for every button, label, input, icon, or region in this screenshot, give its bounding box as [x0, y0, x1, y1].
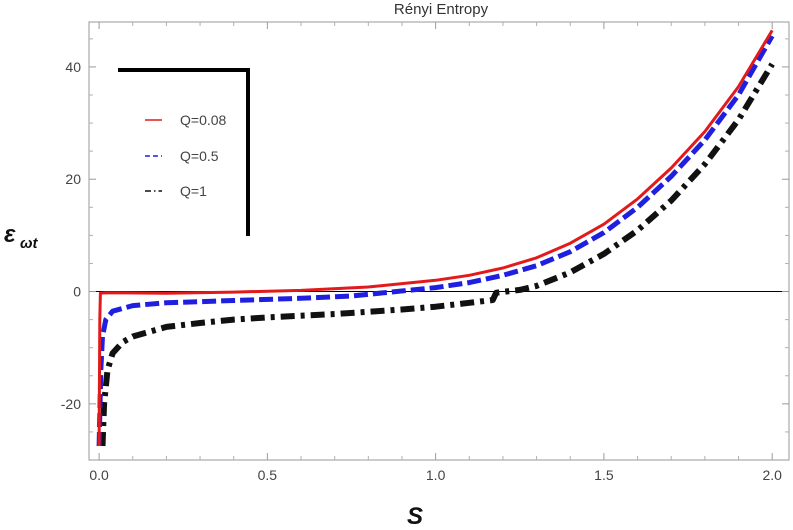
- y-tick-label: -20: [61, 396, 81, 412]
- y-tick-label: 20: [65, 171, 81, 187]
- x-tick-label: 2.0: [762, 467, 782, 483]
- y-axis-label-sub: ωt: [20, 235, 39, 252]
- axis-ticks: 0.0 0.5 1.0 1.5 2.0 -20 0 20 40: [61, 22, 789, 483]
- legend-frame-corner: [118, 68, 250, 236]
- plot-frame: [88, 21, 790, 461]
- legend-label-q05: Q=0.5: [180, 148, 219, 164]
- legend: Q=0.08 Q=0.5 Q=1: [118, 68, 250, 236]
- series-line-q008: [97, 29, 774, 447]
- y-tick-label: 0: [73, 284, 81, 300]
- legend-label-q008: Q=0.08: [180, 112, 227, 128]
- x-tick-label: 0.0: [89, 467, 109, 483]
- chart-title: Rényi Entropy: [394, 1, 489, 18]
- x-axis-label: S: [407, 503, 423, 530]
- x-tick-label: 1.0: [426, 467, 446, 483]
- x-tick-label: 1.5: [594, 467, 614, 483]
- legend-label-q1: Q=1: [180, 183, 207, 199]
- series-layer: [96, 29, 775, 447]
- x-tick-label: 0.5: [258, 467, 278, 483]
- series-line-q1: [99, 62, 775, 447]
- y-tick-label: 40: [65, 59, 81, 75]
- series-line-q05: [96, 34, 775, 447]
- y-axis-label-main: ε: [4, 221, 16, 248]
- y-axis-label: ε ωt: [4, 221, 39, 252]
